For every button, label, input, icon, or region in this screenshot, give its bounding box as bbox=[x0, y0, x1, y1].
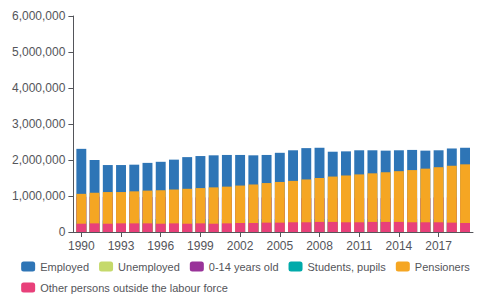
svg-text:5,000,000: 5,000,000 bbox=[12, 45, 66, 59]
svg-text:2008: 2008 bbox=[306, 239, 333, 253]
svg-text:6,000,000: 6,000,000 bbox=[12, 9, 66, 23]
svg-text:Students, pupils: Students, pupils bbox=[308, 261, 387, 273]
svg-text:2014: 2014 bbox=[386, 239, 413, 253]
svg-text:4,000,000: 4,000,000 bbox=[12, 81, 66, 95]
svg-text:Pensioners: Pensioners bbox=[415, 261, 471, 273]
svg-text:0: 0 bbox=[59, 225, 66, 239]
svg-text:3,000,000: 3,000,000 bbox=[12, 117, 66, 131]
svg-text:Unemployed: Unemployed bbox=[118, 261, 180, 273]
svg-text:2017: 2017 bbox=[425, 239, 452, 253]
svg-text:1,000,000: 1,000,000 bbox=[12, 189, 66, 203]
svg-text:2011: 2011 bbox=[346, 239, 372, 253]
svg-text:2005: 2005 bbox=[266, 239, 293, 253]
svg-text:2002: 2002 bbox=[227, 239, 254, 253]
svg-text:0-14 years old: 0-14 years old bbox=[209, 261, 279, 273]
svg-text:Employed: Employed bbox=[40, 261, 89, 273]
svg-text:2,000,000: 2,000,000 bbox=[12, 153, 66, 167]
svg-text:1990: 1990 bbox=[68, 239, 95, 253]
svg-text:1996: 1996 bbox=[147, 239, 174, 253]
svg-text:Other persons outside the labo: Other persons outside the labour force bbox=[40, 282, 228, 294]
svg-text:1999: 1999 bbox=[187, 239, 214, 253]
svg-text:1993: 1993 bbox=[108, 239, 135, 253]
